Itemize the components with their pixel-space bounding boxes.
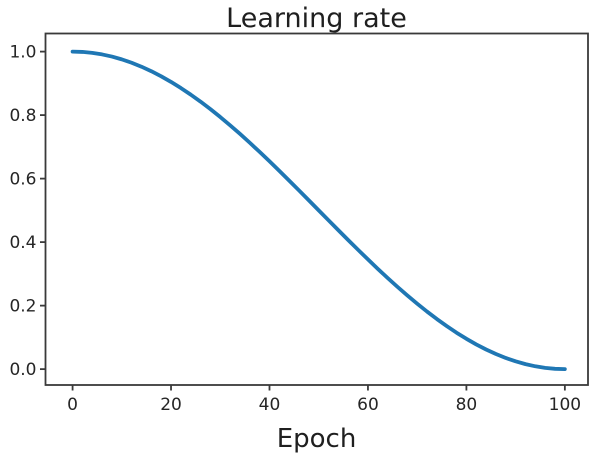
y-tick-label: 0.8 xyxy=(9,106,36,126)
x-tick-label: 80 xyxy=(456,395,478,415)
x-tick-label: 20 xyxy=(160,395,182,415)
y-tick-label: 0.2 xyxy=(9,297,36,317)
y-tick-label: 0.6 xyxy=(9,170,36,190)
axes-spines xyxy=(44,32,589,386)
x-axis-label: Epoch xyxy=(277,424,357,454)
lr-curve xyxy=(70,49,567,372)
x-ticks: 0 20 40 60 80 100 xyxy=(67,385,581,415)
y-tick-label: 0.0 xyxy=(9,360,36,380)
chart-title: Learning rate xyxy=(226,3,407,34)
x-tick-label: 60 xyxy=(357,395,379,415)
y-tick-label: 1.0 xyxy=(9,43,36,63)
y-ticks: 0.0 0.2 0.4 0.6 0.8 1.0 xyxy=(9,43,46,380)
x-tick-label: 100 xyxy=(549,395,581,415)
plot-area: 0 20 40 60 80 100 0.0 0.2 0.4 0.6 0.8 1.0 xyxy=(9,32,589,415)
x-tick-label: 40 xyxy=(259,395,281,415)
y-tick-label: 0.4 xyxy=(9,233,36,253)
x-tick-label: 0 xyxy=(67,395,78,415)
